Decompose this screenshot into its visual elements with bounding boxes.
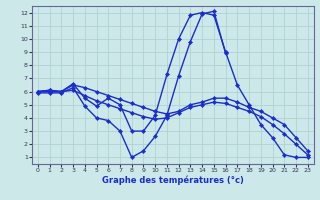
X-axis label: Graphe des températures (°c): Graphe des températures (°c) (102, 176, 244, 185)
